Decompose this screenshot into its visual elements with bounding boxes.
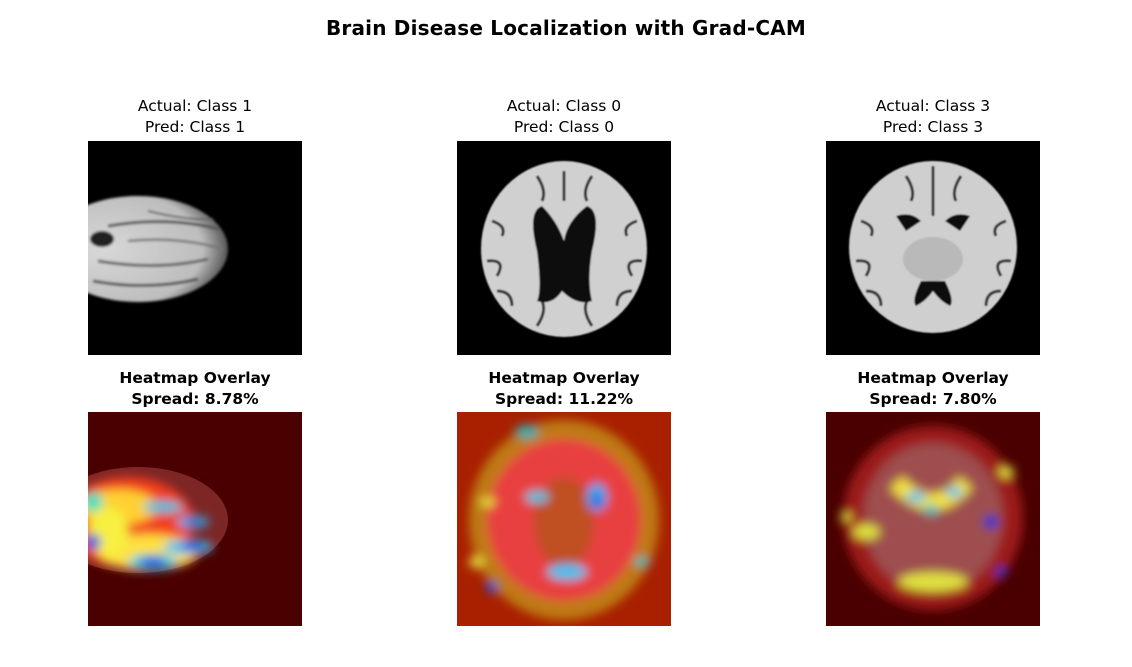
overlay-2-title: Heatmap Overlay Spread: 11.22% — [397, 368, 731, 410]
heatmap-overlay-2 — [457, 412, 671, 626]
spread-value: Spread: 11.22% — [494, 390, 634, 408]
pred-label: Pred: Class 3 — [882, 118, 984, 136]
heatmap-overlay-1 — [88, 412, 302, 626]
panel-3-title: Actual: Class 3 Pred: Class 3 — [766, 96, 1100, 138]
overlay-1-title: Heatmap Overlay Spread: 8.78% — [28, 368, 362, 410]
mri-image-1 — [88, 141, 302, 355]
actual-label: Actual: Class 1 — [137, 97, 253, 115]
spread-value: Spread: 8.78% — [131, 390, 259, 408]
actual-label: Actual: Class 3 — [875, 97, 991, 115]
mri-image-2 — [457, 141, 671, 355]
mri-image-3 — [826, 141, 1040, 355]
figure-title: Brain Disease Localization with Grad-CAM — [325, 16, 807, 40]
heatmap-overlay-3 — [826, 412, 1040, 626]
actual-label: Actual: Class 0 — [506, 97, 622, 115]
overlay-label: Heatmap Overlay — [857, 369, 1009, 387]
spread-value: Spread: 7.80% — [869, 390, 997, 408]
pred-label: Pred: Class 1 — [144, 118, 246, 136]
overlay-3-title: Heatmap Overlay Spread: 7.80% — [766, 368, 1100, 410]
pred-label: Pred: Class 0 — [513, 118, 615, 136]
overlay-label: Heatmap Overlay — [119, 369, 271, 387]
panel-1-title: Actual: Class 1 Pred: Class 1 — [28, 96, 362, 138]
panel-2-title: Actual: Class 0 Pred: Class 0 — [397, 96, 731, 138]
overlay-label: Heatmap Overlay — [488, 369, 640, 387]
